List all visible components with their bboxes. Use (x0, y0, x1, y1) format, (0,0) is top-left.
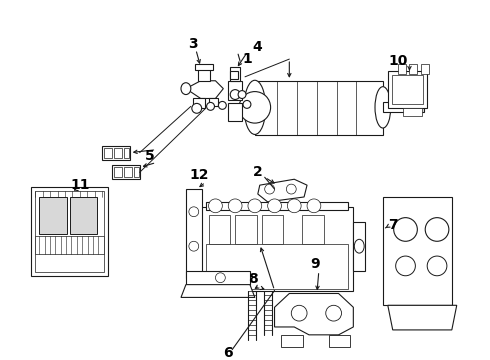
Bar (228, 81, 242, 100)
Bar (124, 148, 129, 158)
Circle shape (427, 256, 447, 276)
Bar (35, 237, 104, 254)
Bar (198, 67, 210, 81)
Circle shape (393, 218, 417, 241)
Bar (235, 215, 257, 244)
Bar (114, 167, 122, 177)
Bar (134, 167, 139, 177)
Bar (114, 148, 122, 158)
Circle shape (248, 199, 262, 213)
Circle shape (189, 241, 199, 251)
Text: 8: 8 (248, 272, 258, 286)
Circle shape (307, 199, 321, 213)
Circle shape (326, 305, 342, 321)
Circle shape (219, 102, 226, 109)
Text: 1: 1 (242, 52, 252, 66)
Circle shape (192, 103, 202, 113)
Ellipse shape (375, 87, 391, 128)
Circle shape (286, 184, 296, 194)
Circle shape (396, 256, 416, 276)
Bar (281, 335, 303, 347)
Bar (104, 148, 112, 158)
Bar (302, 215, 324, 244)
Polygon shape (181, 285, 255, 297)
Bar (413, 103, 424, 112)
Bar (421, 64, 429, 74)
Text: 9: 9 (310, 257, 320, 271)
Bar (230, 67, 240, 81)
Polygon shape (186, 81, 223, 99)
Bar (31, 187, 108, 276)
Ellipse shape (181, 83, 191, 95)
Bar (403, 108, 422, 116)
Circle shape (287, 199, 301, 213)
Circle shape (265, 184, 274, 194)
Bar (195, 64, 213, 70)
Circle shape (425, 218, 449, 241)
Bar (209, 215, 230, 244)
Bar (410, 64, 417, 74)
Bar (201, 207, 353, 291)
Bar (392, 75, 423, 104)
Circle shape (207, 103, 215, 110)
Bar (102, 146, 130, 159)
Bar (186, 189, 202, 278)
Bar (383, 103, 411, 112)
Circle shape (268, 199, 281, 213)
Bar (262, 215, 283, 244)
Bar (388, 71, 427, 108)
Bar (398, 64, 406, 74)
Bar (35, 191, 104, 272)
Text: 7: 7 (388, 217, 397, 231)
Circle shape (230, 90, 240, 99)
Circle shape (243, 100, 251, 108)
Bar (112, 166, 140, 179)
Bar (230, 71, 238, 79)
Bar (209, 99, 219, 106)
Bar (329, 335, 350, 347)
Bar (383, 197, 452, 305)
Circle shape (228, 199, 242, 213)
Text: 11: 11 (71, 178, 90, 192)
Circle shape (209, 199, 222, 213)
Bar (353, 222, 365, 271)
Circle shape (238, 91, 246, 99)
Ellipse shape (406, 103, 419, 112)
Bar (206, 244, 348, 289)
Circle shape (239, 91, 270, 123)
Bar (206, 202, 348, 210)
Text: 4: 4 (252, 40, 262, 54)
Polygon shape (388, 305, 457, 330)
Ellipse shape (244, 80, 266, 134)
Circle shape (216, 273, 225, 283)
Text: 6: 6 (223, 346, 233, 360)
Bar (193, 99, 205, 108)
Bar (70, 197, 98, 234)
Text: 3: 3 (188, 37, 197, 51)
Bar (228, 103, 242, 121)
Bar (186, 271, 250, 285)
Ellipse shape (354, 239, 364, 253)
Circle shape (291, 305, 307, 321)
Bar (39, 197, 67, 234)
Polygon shape (258, 179, 307, 202)
Bar (124, 167, 132, 177)
Text: 10: 10 (388, 54, 407, 68)
Bar (255, 81, 383, 135)
Polygon shape (274, 293, 353, 335)
Text: 2: 2 (253, 165, 263, 179)
Circle shape (189, 207, 199, 217)
Text: 12: 12 (189, 168, 208, 182)
Text: 5: 5 (145, 149, 154, 163)
